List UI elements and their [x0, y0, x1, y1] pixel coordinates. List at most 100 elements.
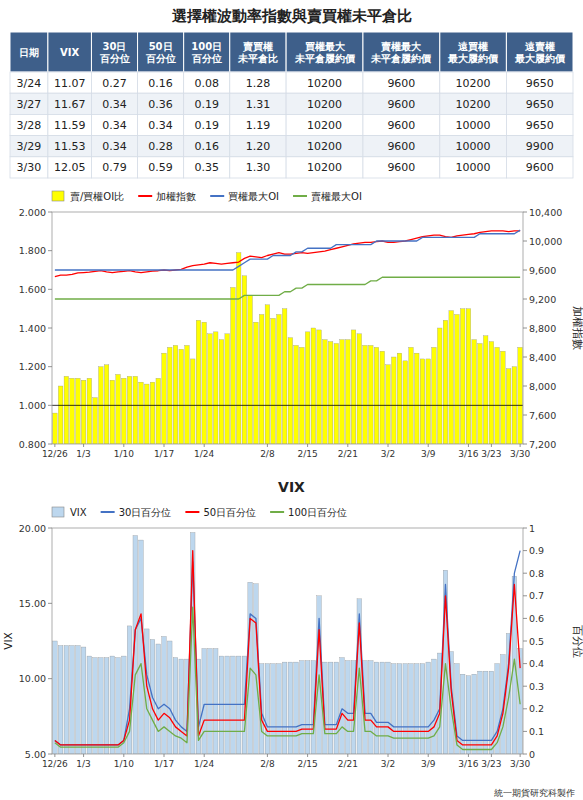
y2-tick	[523, 415, 527, 416]
table-cell-text: 0.16	[194, 140, 219, 153]
table-header-cell	[184, 32, 230, 72]
bar	[426, 359, 431, 444]
bar	[432, 659, 437, 754]
table-cell-text: 0.19	[194, 119, 219, 132]
y-tick	[48, 328, 52, 329]
bar	[397, 353, 402, 444]
bar	[225, 334, 230, 444]
y2-tick	[523, 550, 527, 551]
table-header-line: 百分位	[99, 53, 130, 64]
x-tick-label: 2/21	[338, 449, 358, 459]
y2-tick	[523, 573, 527, 574]
legend-swatch	[210, 195, 224, 197]
y2-tick	[523, 270, 527, 271]
table-cell-text: 0.27	[102, 77, 127, 90]
line	[55, 231, 520, 277]
table-cell	[10, 157, 48, 178]
bar	[334, 662, 339, 754]
bar	[139, 382, 144, 444]
table-cell-text: 3/29	[17, 140, 42, 153]
table-header: 遠買權最大履約價	[447, 41, 499, 64]
x-tick	[468, 754, 469, 757]
bar	[403, 361, 408, 444]
table-header: VIX	[60, 47, 79, 58]
table-cell	[363, 93, 440, 114]
bar	[144, 384, 149, 444]
y2-tick-label: 10,000	[529, 236, 562, 247]
bar	[288, 662, 293, 754]
table-cell-text: 3/27	[17, 98, 42, 111]
table-cell	[506, 114, 573, 135]
bar	[328, 342, 333, 444]
y2-tick-label: 8,800	[529, 323, 556, 334]
y2-tick	[523, 328, 527, 329]
y2-tick	[523, 241, 527, 242]
x-tick	[267, 754, 268, 757]
table-cell	[506, 136, 573, 157]
table-header-cell	[440, 32, 507, 72]
bar	[478, 343, 483, 444]
bar	[495, 347, 500, 444]
y2-tick	[523, 595, 527, 596]
x-tick-label: 1/10	[114, 449, 134, 459]
table-header-line: 日期	[19, 47, 39, 58]
y-tick-label: 1.200	[19, 361, 46, 372]
bar	[323, 340, 328, 444]
table-cell	[286, 72, 363, 93]
legend-swatch	[52, 191, 64, 201]
y-tick	[48, 754, 52, 755]
legend-item: 50日百分位	[185, 507, 256, 518]
table-cell-text: 11.07	[54, 77, 86, 90]
table-cell-text: 11.53	[54, 140, 86, 153]
x-tick	[307, 754, 308, 757]
bar	[127, 376, 132, 444]
y-tick-label: 5.00	[25, 749, 46, 760]
x-tick	[520, 754, 521, 757]
y2-tick	[523, 386, 527, 387]
bar	[455, 314, 460, 444]
bar	[340, 340, 345, 444]
y-tick-label: 15.00	[19, 598, 46, 609]
y2-tick	[523, 708, 527, 709]
table-cell-text: 9600	[387, 98, 415, 111]
table-cell-text: 0.34	[102, 140, 127, 153]
legend-swatch	[101, 511, 115, 513]
table-cell-text: 9650	[526, 77, 554, 90]
y2-tick-label: 0	[529, 749, 535, 760]
table-cell	[363, 136, 440, 157]
table-cell-text: 10200	[456, 77, 491, 90]
table-cell	[184, 157, 230, 178]
x-tick	[54, 754, 55, 757]
table-header-line: 百分位	[145, 53, 176, 64]
table-header: 日期	[19, 47, 39, 58]
bar	[409, 664, 414, 754]
page: 選擇權波動率指數與賣買權未平倉比統一期貨研究科製作日期VIX30日百分位50日百…	[0, 0, 583, 800]
table-cell-text: 1.20	[246, 140, 271, 153]
chart: 0.8001.0001.2001.4001.6001.8002.0007,200…	[19, 191, 583, 460]
chart: VIX5.0010.0015.0020.0000.10.20.30.40.50.…	[2, 479, 583, 769]
bar	[219, 340, 224, 444]
x-tick	[83, 444, 84, 447]
table-header-cell	[10, 32, 48, 72]
legend-item: 賣權最大OI	[293, 191, 362, 202]
table-cell	[184, 93, 230, 114]
legend-label: 加權指數	[156, 191, 196, 202]
y2-tick	[523, 618, 527, 619]
y-tick-label: 1.600	[19, 284, 46, 295]
legend-swatch	[185, 511, 199, 513]
x-tick	[468, 444, 469, 447]
y2-axis-label: 加權指數	[572, 306, 583, 350]
y2-tick	[523, 212, 527, 213]
bar	[104, 365, 109, 444]
bar	[346, 661, 351, 754]
table-cell	[10, 72, 48, 93]
table-cell-text: 10200	[307, 77, 342, 90]
bar	[162, 636, 167, 754]
x-tick-label: 1/3	[76, 759, 90, 769]
x-tick-label: 3/30	[510, 449, 530, 459]
plot-background	[52, 212, 523, 444]
table-cell-text: 0.34	[102, 98, 127, 111]
bar	[426, 662, 431, 754]
y2-tick-label: 8,000	[529, 381, 556, 392]
bar	[58, 386, 63, 444]
